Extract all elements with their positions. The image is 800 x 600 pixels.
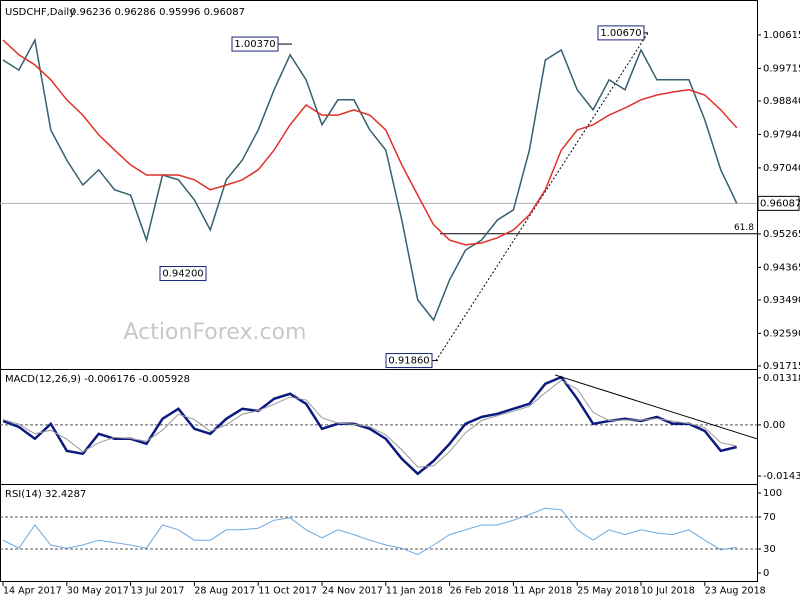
last-price-label: 0.96087 (760, 198, 800, 209)
y-tick-label: 30 (763, 544, 776, 555)
y-tick-label: 0.013184 (763, 373, 800, 384)
y-tick-label: 0.91715 (763, 361, 800, 372)
y-tick-label: -0.014339 (763, 471, 800, 482)
y-tick-label: 0.95265 (763, 229, 800, 240)
x-tick-label: 24 Nov 2017 (322, 586, 383, 597)
x-tick-label: 10 Jul 2018 (641, 586, 695, 597)
chart-subtitle: 0.96236 0.96286 0.95996 0.96087 (70, 7, 245, 18)
x-tick-label: 26 Feb 2018 (450, 586, 509, 597)
fib-label: 61.8 (734, 223, 754, 233)
annotation-label: 1.00370 (234, 39, 275, 50)
watermark: ActionForex.com (124, 320, 307, 345)
x-tick-label: 13 Jul 2017 (131, 586, 185, 597)
x-tick-label: 23 Aug 2018 (705, 586, 766, 597)
x-tick-label: 11 Apr 2018 (513, 586, 572, 597)
y-tick-label: 0.94365 (763, 262, 800, 273)
frame (0, 0, 758, 582)
annotation-label: 1.00670 (600, 28, 641, 39)
trendline (435, 32, 649, 361)
y-tick-label: 1.00615 (763, 30, 800, 41)
trendline (554, 374, 758, 440)
indicator-line (2, 379, 737, 468)
panel-title: MACD(12,26,9) -0.006176 -0.005928 (5, 374, 190, 385)
x-tick-label: 11 Oct 2017 (258, 586, 317, 597)
x-tick-label: 14 Apr 2017 (3, 586, 62, 597)
x-tick-label: 11 Jan 2018 (386, 586, 443, 597)
x-tick-label: 25 May 2018 (577, 586, 639, 597)
x-tick-label: 28 Aug 2017 (194, 586, 255, 597)
last-price-box (757, 195, 800, 211)
y-tick-label: 0.99715 (763, 63, 800, 74)
x-tick-label: 30 May 2017 (67, 586, 129, 597)
indicator-line (2, 39, 738, 246)
chart-title: USDCHF,Daily (5, 7, 75, 18)
panel-title: RSI(14) 32.4287 (5, 489, 86, 500)
y-tick-label: 100 (763, 488, 782, 499)
annotation-box (597, 25, 645, 41)
annotation-box (231, 36, 279, 52)
price-line (2, 37, 738, 322)
annotation-box (385, 353, 433, 369)
y-tick-label: 0.00 (763, 420, 785, 431)
annotation-box (159, 266, 207, 282)
annotation-label: 0.91860 (388, 356, 429, 367)
y-tick-label: 0 (763, 568, 769, 579)
indicator-line (2, 507, 737, 556)
annotation-label: 0.94200 (162, 269, 203, 280)
y-tick-label: 70 (763, 512, 776, 523)
